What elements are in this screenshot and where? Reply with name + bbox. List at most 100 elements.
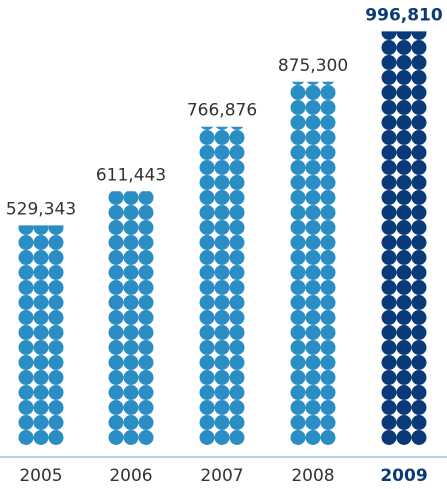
bar-dot <box>18 250 34 265</box>
bar-dot <box>411 70 427 85</box>
bar-dot <box>411 40 427 55</box>
bar-dot <box>229 175 245 190</box>
bar-dot <box>229 265 245 280</box>
bar-dot <box>214 265 230 280</box>
bar-dot <box>214 400 230 415</box>
bar-dot <box>138 250 154 265</box>
bar-dot <box>33 355 49 370</box>
bar-dot <box>381 100 397 115</box>
bar-dot <box>138 400 154 415</box>
bar-dot <box>199 400 215 415</box>
bar-dot <box>381 310 397 325</box>
bar-dot <box>411 385 427 400</box>
bar-dot <box>396 250 412 265</box>
bar-dot <box>48 250 64 265</box>
bar-dot <box>396 205 412 220</box>
bar-dot <box>320 220 336 235</box>
bar-dot <box>214 280 230 295</box>
bar-dot <box>138 205 154 220</box>
bar-dot <box>123 250 139 265</box>
bar-dot <box>33 385 49 400</box>
bar-dot <box>199 310 215 325</box>
bar-dot <box>123 265 139 280</box>
bar-dot <box>123 385 139 400</box>
category-label-2009: 2009 <box>380 466 427 486</box>
bar-dot <box>290 280 306 295</box>
bar-dot <box>123 295 139 310</box>
bar-dot <box>320 340 336 355</box>
bar-dot <box>138 235 154 250</box>
bar-dot <box>229 355 245 370</box>
bar-dot <box>320 205 336 220</box>
bar-dot <box>411 85 427 100</box>
bar-dot <box>305 310 321 325</box>
bar-dot <box>108 400 124 415</box>
bar-dot <box>320 280 336 295</box>
bar-dot <box>199 385 215 400</box>
bar-2009 <box>381 31 427 445</box>
bar-dot <box>320 385 336 400</box>
bar-dot <box>290 265 306 280</box>
bar-dot <box>123 430 139 445</box>
bar-dot <box>320 235 336 250</box>
bar-dot <box>396 190 412 205</box>
bar-dot <box>305 355 321 370</box>
bar-dot <box>381 220 397 235</box>
bar-dot <box>381 55 397 70</box>
bar-dot <box>214 235 230 250</box>
bar-dot <box>396 340 412 355</box>
bar-dot <box>305 85 321 100</box>
bar-dot <box>396 310 412 325</box>
bar-dot <box>381 235 397 250</box>
bar-dot <box>18 400 34 415</box>
bar-dot <box>381 85 397 100</box>
bar-dot <box>229 430 245 445</box>
bar-dot <box>200 126 214 130</box>
bar-dot <box>411 340 427 355</box>
bar-dot <box>306 81 320 85</box>
bar-dot <box>320 250 336 265</box>
bar-dot <box>290 400 306 415</box>
bar-dot <box>320 130 336 145</box>
bar-dot <box>230 126 244 130</box>
bar-dot <box>305 250 321 265</box>
bar-dot <box>108 325 124 340</box>
bar-dot <box>305 370 321 385</box>
bar-dot <box>229 325 245 340</box>
bar-dot <box>305 190 321 205</box>
bar-dot <box>214 415 230 430</box>
bar-dot <box>229 400 245 415</box>
bar-dot <box>138 355 154 370</box>
bar-dot <box>48 225 64 235</box>
bar-dot <box>138 415 154 430</box>
bar-dot <box>199 430 215 445</box>
bar-dot <box>381 415 397 430</box>
bar-dot <box>48 295 64 310</box>
bar-dot <box>411 115 427 130</box>
bar-dot <box>199 265 215 280</box>
bar-dot <box>381 265 397 280</box>
bar-dot <box>48 265 64 280</box>
bar-dot <box>199 280 215 295</box>
bar-dot <box>396 40 412 55</box>
bar-dot <box>320 370 336 385</box>
bar-dot <box>108 265 124 280</box>
bar-dot <box>138 310 154 325</box>
bar-dot <box>381 385 397 400</box>
bar-dot <box>411 100 427 115</box>
bar-dot <box>229 310 245 325</box>
bar-dot <box>138 370 154 385</box>
bar-dot <box>33 400 49 415</box>
bar-dot <box>381 145 397 160</box>
bar-dot <box>18 225 34 235</box>
bar-dot <box>214 190 230 205</box>
bar-dot <box>305 100 321 115</box>
bar-dot <box>33 325 49 340</box>
bar-dot <box>33 310 49 325</box>
bar-dot <box>33 430 49 445</box>
bar-dot <box>199 355 215 370</box>
bar-dot <box>320 265 336 280</box>
bar-dot <box>290 220 306 235</box>
bar-dot <box>138 280 154 295</box>
bar-dot <box>305 160 321 175</box>
